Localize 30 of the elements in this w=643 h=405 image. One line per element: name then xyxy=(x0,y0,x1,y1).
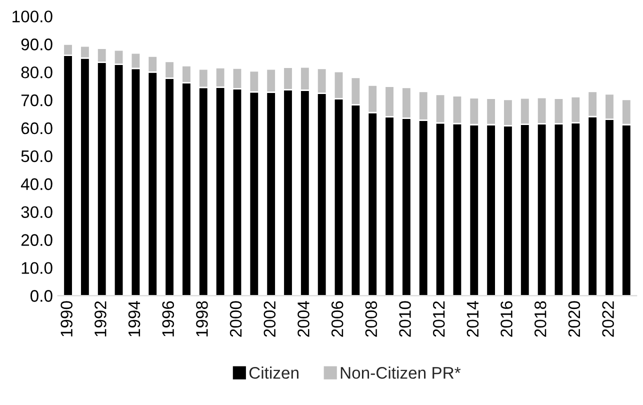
y-tick-label: 30.0 xyxy=(21,206,52,218)
x-tick-label: 2022 xyxy=(602,301,614,337)
x-tick-label: 1998 xyxy=(196,301,208,336)
x-tick-label: 1996 xyxy=(162,301,174,336)
legend-label: Non-Citizen PR* xyxy=(340,366,461,379)
x-tick-label: 2008 xyxy=(365,301,378,337)
x-tick-label: 2020 xyxy=(568,301,580,337)
legend-label: Citizen xyxy=(249,366,298,379)
y-tick-label: 60.0 xyxy=(21,122,52,134)
x-tick-label: 2014 xyxy=(466,300,479,337)
y-tick-label: 0.0 xyxy=(30,290,52,302)
x-tick-label: 2006 xyxy=(331,301,344,337)
x-tick-label: 2002 xyxy=(264,301,276,337)
y-tick-label: 40.0 xyxy=(20,178,52,190)
y-tick-label: 70.0 xyxy=(21,94,52,106)
x-tick-label: 2004 xyxy=(298,300,310,337)
y-tick-label: 10.0 xyxy=(22,262,52,274)
x-tick-label: 2012 xyxy=(432,301,445,337)
x-tick-label: 1994 xyxy=(128,300,140,336)
y-tick-label: 20.0 xyxy=(21,234,52,246)
x-tick-label: 2016 xyxy=(500,301,512,337)
x-tick-label: 2018 xyxy=(534,301,546,337)
y-tick-label: 80.0 xyxy=(21,66,52,78)
x-tick-label: 1990 xyxy=(60,301,72,336)
y-tick-label: 50.0 xyxy=(21,150,52,162)
y-tick-label: 90.0 xyxy=(21,38,52,50)
x-tick-label: 2000 xyxy=(230,301,242,337)
x-tick-label: 1992 xyxy=(94,301,106,336)
x-tick-label: 2010 xyxy=(399,301,411,337)
y-tick-label: 100.0 xyxy=(12,10,52,22)
